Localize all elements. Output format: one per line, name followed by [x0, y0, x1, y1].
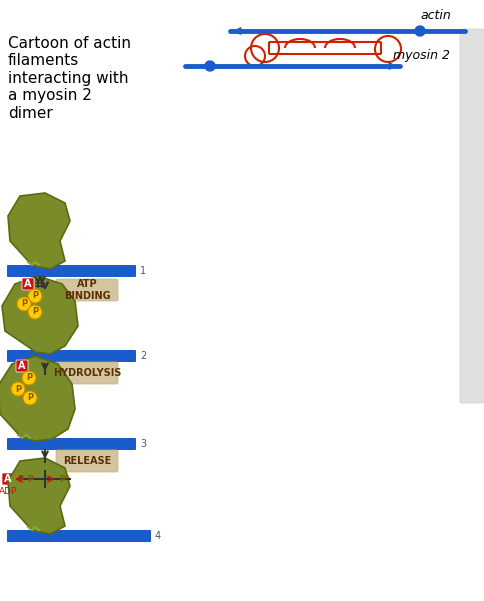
Text: P: P	[32, 308, 38, 317]
Text: RELEASE: RELEASE	[63, 456, 111, 466]
Circle shape	[28, 289, 42, 303]
Text: HYDROLYSIS: HYDROLYSIS	[53, 368, 121, 378]
FancyBboxPatch shape	[7, 265, 136, 277]
FancyBboxPatch shape	[22, 278, 34, 290]
Polygon shape	[2, 276, 78, 354]
Polygon shape	[0, 356, 75, 441]
Circle shape	[11, 382, 25, 396]
FancyBboxPatch shape	[7, 438, 136, 450]
Circle shape	[23, 391, 37, 405]
Text: P: P	[17, 475, 23, 483]
Circle shape	[17, 297, 31, 311]
Text: 2: 2	[140, 351, 146, 361]
Text: 3: 3	[140, 439, 146, 449]
Text: P: P	[27, 475, 33, 483]
Circle shape	[23, 472, 37, 486]
Text: A: A	[24, 279, 32, 289]
Circle shape	[13, 472, 27, 486]
Text: Cartoon of actin
filaments
interacting with
a myosin 2
dimer: Cartoon of actin filaments interacting w…	[8, 36, 131, 121]
Circle shape	[55, 472, 69, 486]
Text: 4: 4	[155, 531, 161, 541]
FancyBboxPatch shape	[7, 530, 151, 542]
FancyBboxPatch shape	[16, 360, 28, 372]
Circle shape	[28, 305, 42, 319]
Text: ADP: ADP	[0, 486, 17, 495]
FancyBboxPatch shape	[2, 473, 14, 485]
FancyBboxPatch shape	[7, 350, 136, 362]
Text: P: P	[21, 299, 27, 308]
Text: P: P	[27, 394, 33, 403]
Polygon shape	[8, 193, 70, 269]
Circle shape	[205, 61, 215, 71]
Text: myosin 2: myosin 2	[393, 49, 450, 63]
Text: A: A	[18, 361, 26, 371]
Circle shape	[22, 371, 36, 385]
Polygon shape	[8, 458, 70, 534]
FancyBboxPatch shape	[56, 279, 118, 301]
Text: P: P	[59, 475, 65, 483]
Text: ATP
BINDING: ATP BINDING	[64, 279, 110, 300]
FancyBboxPatch shape	[56, 450, 118, 472]
FancyBboxPatch shape	[56, 362, 118, 384]
Text: A: A	[4, 474, 12, 484]
Text: P: P	[15, 385, 21, 394]
Circle shape	[415, 26, 425, 36]
Text: P: P	[32, 291, 38, 300]
Text: actin: actin	[420, 9, 451, 22]
Text: 1: 1	[140, 266, 146, 276]
FancyBboxPatch shape	[460, 29, 484, 403]
Text: P: P	[26, 373, 32, 382]
